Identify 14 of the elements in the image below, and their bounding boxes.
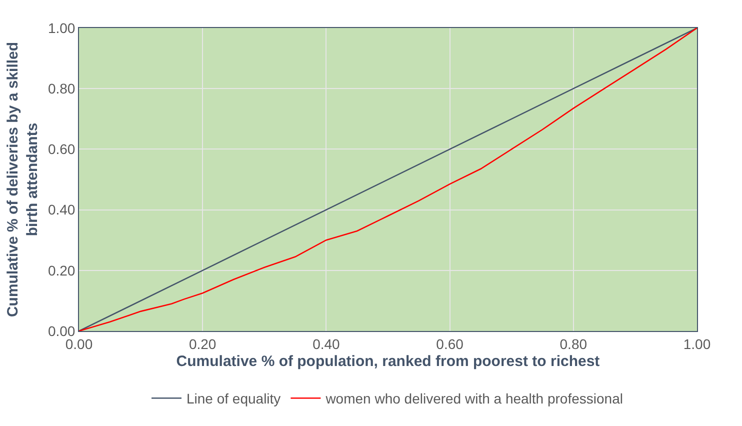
x-tick-label: 0.40 bbox=[312, 336, 340, 352]
y-tick-label: 0.60 bbox=[48, 141, 76, 158]
legend-label: women who delivered with a health professional bbox=[324, 390, 623, 407]
x-tick-label: 0.80 bbox=[560, 336, 588, 352]
y-tick-label: 0.40 bbox=[48, 202, 76, 218]
y-tick-label: 0.20 bbox=[48, 262, 76, 278]
x-tick-label: 0.20 bbox=[188, 336, 216, 352]
y-axis-title: Cumulative % of deliveries by a skilled birth attendants bbox=[4, 42, 42, 318]
y-tick-label: 1.00 bbox=[48, 20, 76, 36]
x-tick-label: 1.00 bbox=[683, 336, 711, 352]
legend-label: Line of equality bbox=[186, 390, 281, 407]
x-tick-label: 0.60 bbox=[436, 336, 464, 352]
x-axis-title: Cumulative % of population, ranked from poorest to richest bbox=[176, 352, 600, 370]
y-tick-label: 0.80 bbox=[48, 80, 76, 96]
